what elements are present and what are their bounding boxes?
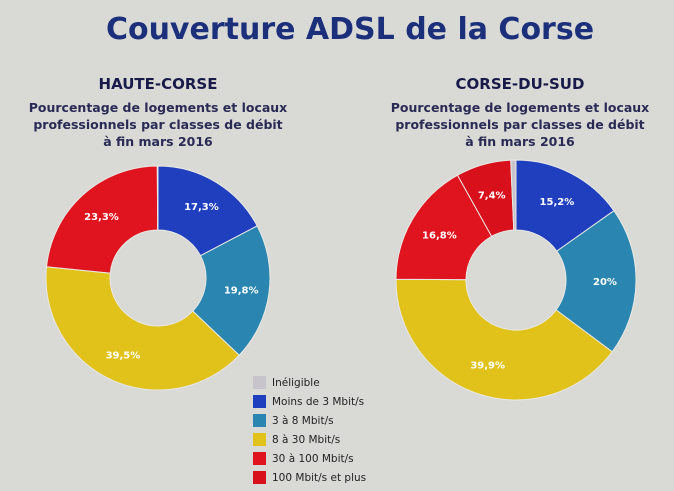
donut-slice [45, 266, 240, 391]
legend-swatch [253, 452, 266, 465]
legend-label: 100 Mbit/s et plus [272, 471, 367, 484]
data-label: 15,2% [540, 197, 575, 208]
legend-item: 3 à 8 Mbit/s [253, 411, 366, 430]
data-label: 17,3% [184, 202, 219, 213]
legend-label: 30 à 100 Mbit/s [272, 452, 354, 465]
donut-slice [192, 225, 271, 356]
data-label: 7,4% [478, 190, 506, 201]
data-label: 19,8% [224, 286, 259, 297]
legend-swatch [253, 414, 266, 427]
legend-item: 30 à 100 Mbit/s [253, 449, 366, 468]
chart-title: CORSE-DU-SUD [455, 75, 585, 93]
chart-subtitle-line: Pourcentage de logements et locaux [28, 100, 288, 115]
legend-label: Moins de 3 Mbit/s [272, 395, 365, 408]
chart-subtitle-line: professionnels par classes de débit [33, 117, 283, 132]
legend-item: 8 à 30 Mbit/s [253, 430, 366, 449]
donut-slice [156, 165, 159, 231]
donut-slice [46, 165, 159, 274]
legend-swatch [253, 471, 266, 484]
legend-item: 100 Mbit/s et plus [253, 468, 366, 487]
data-label: 39,5% [106, 350, 141, 361]
legend-item: Moins de 3 Mbit/s [253, 392, 366, 411]
legend-swatch [253, 395, 266, 408]
slide-title: Couverture ADSL de la Corse [105, 12, 595, 47]
data-label: 16,8% [422, 231, 457, 242]
donut-slice [555, 209, 637, 353]
legend-label: 3 à 8 Mbit/s [272, 414, 334, 427]
chart-header-haute-corse: HAUTE-CORSE Pourcentage de logements et … [28, 75, 288, 150]
legend-label: Inéligible [272, 376, 320, 389]
legend-swatch [253, 376, 266, 389]
data-label: 39,9% [470, 360, 505, 371]
legend: Inéligible Moins de 3 Mbit/s 3 à 8 Mbit/s 8… [253, 373, 366, 487]
donut-slice [395, 174, 493, 281]
donut-slice [510, 159, 517, 231]
donut-slice [395, 278, 613, 401]
chart-title: HAUTE-CORSE [98, 75, 218, 93]
chart-header-corse-du-sud: CORSE-DU-SUD Pourcentage de logements et… [375, 75, 665, 150]
legend-swatch [253, 433, 266, 446]
legend-label: 8 à 30 Mbit/s [272, 433, 341, 446]
chart-subtitle-line: à fin mars 2016 [465, 134, 575, 149]
chart-subtitle-line: à fin mars 2016 [103, 134, 213, 149]
data-label: 23,3% [84, 212, 119, 223]
chart-subtitle-line: professionnels par classes de débit [395, 117, 645, 132]
chart-subtitle-line: Pourcentage de logements et locaux [390, 100, 650, 115]
data-label: 20% [593, 277, 617, 288]
legend-item: Inéligible [253, 373, 366, 392]
